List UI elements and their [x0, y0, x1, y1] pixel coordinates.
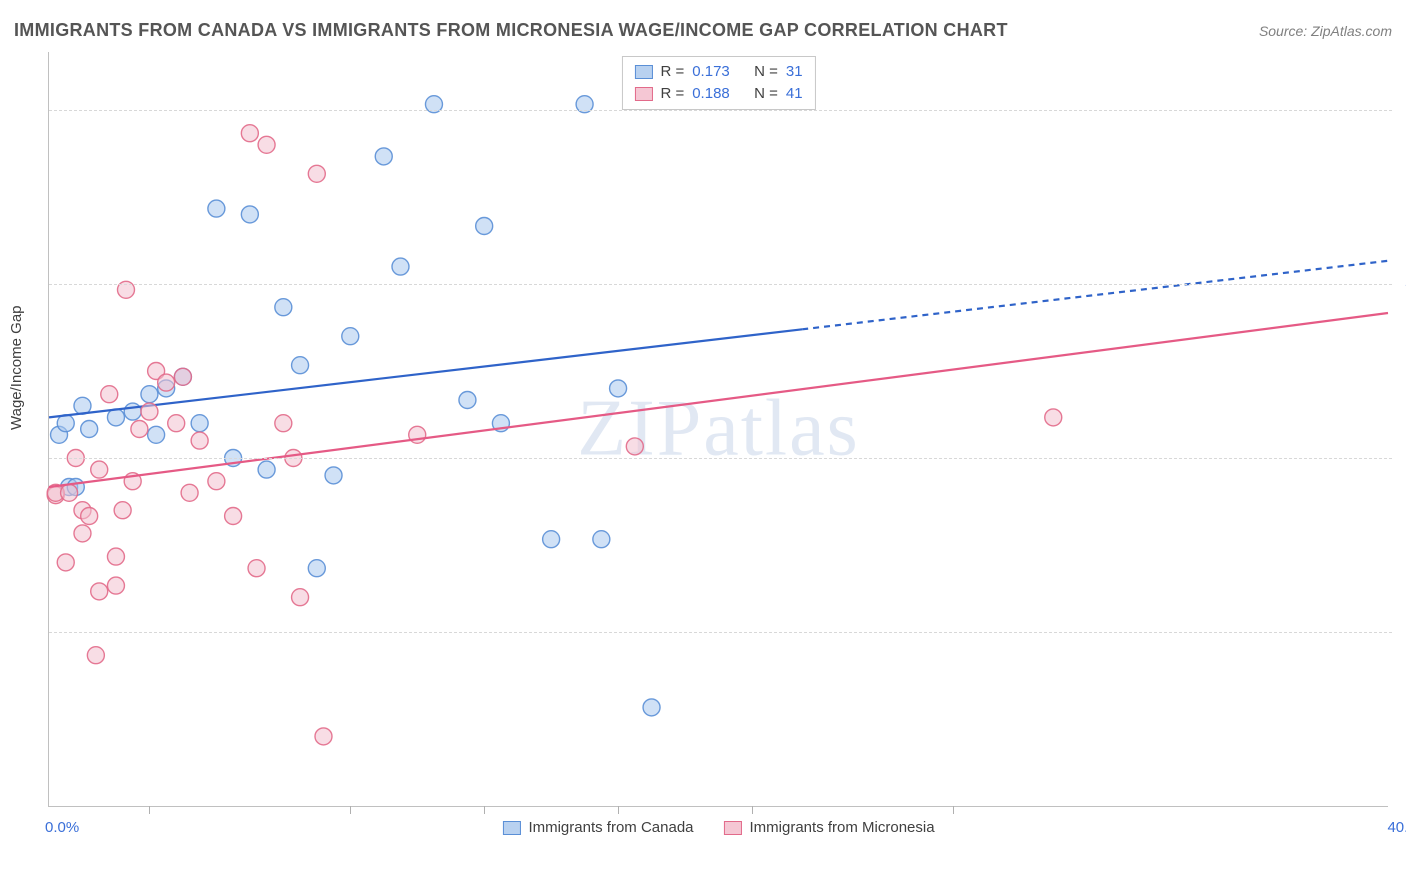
data-point-canada	[275, 299, 292, 316]
data-point-micronesia	[101, 386, 118, 403]
data-point-canada	[476, 218, 493, 235]
legend-row-micronesia: R = 0.188 N = 41	[634, 83, 802, 105]
correlation-legend: R = 0.173 N = 31 R = 0.188 N = 41	[621, 56, 815, 110]
data-point-micronesia	[87, 647, 104, 664]
data-point-micronesia	[308, 165, 325, 182]
data-point-micronesia	[168, 415, 185, 432]
data-point-canada	[543, 531, 560, 548]
data-point-micronesia	[158, 374, 175, 391]
data-point-micronesia	[1045, 409, 1062, 426]
data-point-canada	[57, 415, 74, 432]
data-point-micronesia	[241, 125, 258, 142]
data-point-micronesia	[258, 136, 275, 153]
data-point-canada	[148, 426, 165, 443]
data-point-canada	[392, 258, 409, 275]
data-point-micronesia	[208, 473, 225, 490]
data-point-canada	[191, 415, 208, 432]
n-label: N =	[754, 83, 778, 105]
data-point-micronesia	[114, 502, 131, 519]
chart-title: IMMIGRANTS FROM CANADA VS IMMIGRANTS FRO…	[14, 20, 1008, 41]
legend-label: Immigrants from Micronesia	[750, 819, 935, 836]
gridline-h	[49, 110, 1392, 111]
data-point-canada	[141, 386, 158, 403]
data-point-canada	[643, 699, 660, 716]
data-point-canada	[107, 409, 124, 426]
data-point-canada	[459, 392, 476, 409]
data-point-micronesia	[292, 589, 309, 606]
x-tick-mark	[484, 806, 485, 814]
x-axis-min-label: 0.0%	[45, 819, 79, 836]
swatch-micronesia-icon	[634, 87, 652, 101]
legend-item-canada: Immigrants from Canada	[502, 819, 693, 836]
data-point-canada	[325, 467, 342, 484]
data-point-canada	[124, 403, 141, 420]
legend-row-canada: R = 0.173 N = 31	[634, 61, 802, 83]
swatch-micronesia-icon	[724, 821, 742, 835]
data-point-micronesia	[61, 484, 78, 501]
swatch-canada-icon	[502, 821, 520, 835]
gridline-h	[49, 284, 1392, 285]
x-tick-mark	[752, 806, 753, 814]
data-point-micronesia	[275, 415, 292, 432]
data-point-micronesia	[107, 577, 124, 594]
data-point-micronesia	[81, 508, 98, 525]
data-point-canada	[258, 461, 275, 478]
x-tick-mark	[953, 806, 954, 814]
data-point-canada	[241, 206, 258, 223]
legend-label: Immigrants from Canada	[528, 819, 693, 836]
data-point-micronesia	[131, 421, 148, 438]
x-tick-mark	[149, 806, 150, 814]
data-point-micronesia	[141, 403, 158, 420]
plot-svg	[49, 52, 1388, 806]
data-point-micronesia	[181, 484, 198, 501]
gridline-h	[49, 458, 1392, 459]
data-point-canada	[208, 200, 225, 217]
data-point-micronesia	[626, 438, 643, 455]
r-label: R =	[660, 61, 684, 83]
swatch-canada-icon	[634, 65, 652, 79]
x-axis-max-label: 40.0%	[1387, 819, 1406, 836]
data-point-micronesia	[74, 525, 91, 542]
data-point-canada	[610, 380, 627, 397]
r-label: R =	[660, 83, 684, 105]
x-tick-mark	[350, 806, 351, 814]
data-point-micronesia	[91, 583, 108, 600]
source-attribution: Source: ZipAtlas.com	[1259, 23, 1392, 39]
data-point-micronesia	[91, 461, 108, 478]
n-label: N =	[754, 61, 778, 83]
r-value: 0.188	[692, 83, 730, 105]
data-point-micronesia	[107, 548, 124, 565]
data-point-canada	[292, 357, 309, 374]
data-point-micronesia	[225, 508, 242, 525]
x-tick-mark	[618, 806, 619, 814]
r-value: 0.173	[692, 61, 730, 83]
data-point-canada	[375, 148, 392, 165]
data-point-micronesia	[57, 554, 74, 571]
data-point-micronesia	[248, 560, 265, 577]
data-point-canada	[81, 421, 98, 438]
n-value: 31	[786, 61, 803, 83]
plot-area: ZIPatlas R = 0.173 N = 31 R = 0.188 N = …	[48, 52, 1388, 807]
legend-item-micronesia: Immigrants from Micronesia	[724, 819, 935, 836]
n-value: 41	[786, 83, 803, 105]
data-point-micronesia	[191, 432, 208, 449]
data-point-canada	[308, 560, 325, 577]
y-axis-label: Wage/Income Gap	[8, 305, 25, 430]
data-point-canada	[342, 328, 359, 345]
data-point-micronesia	[315, 728, 332, 745]
trendline-canada-dashed	[802, 261, 1388, 330]
series-legend: Immigrants from Canada Immigrants from M…	[502, 819, 934, 836]
gridline-h	[49, 632, 1392, 633]
data-point-micronesia	[174, 368, 191, 385]
data-point-canada	[593, 531, 610, 548]
